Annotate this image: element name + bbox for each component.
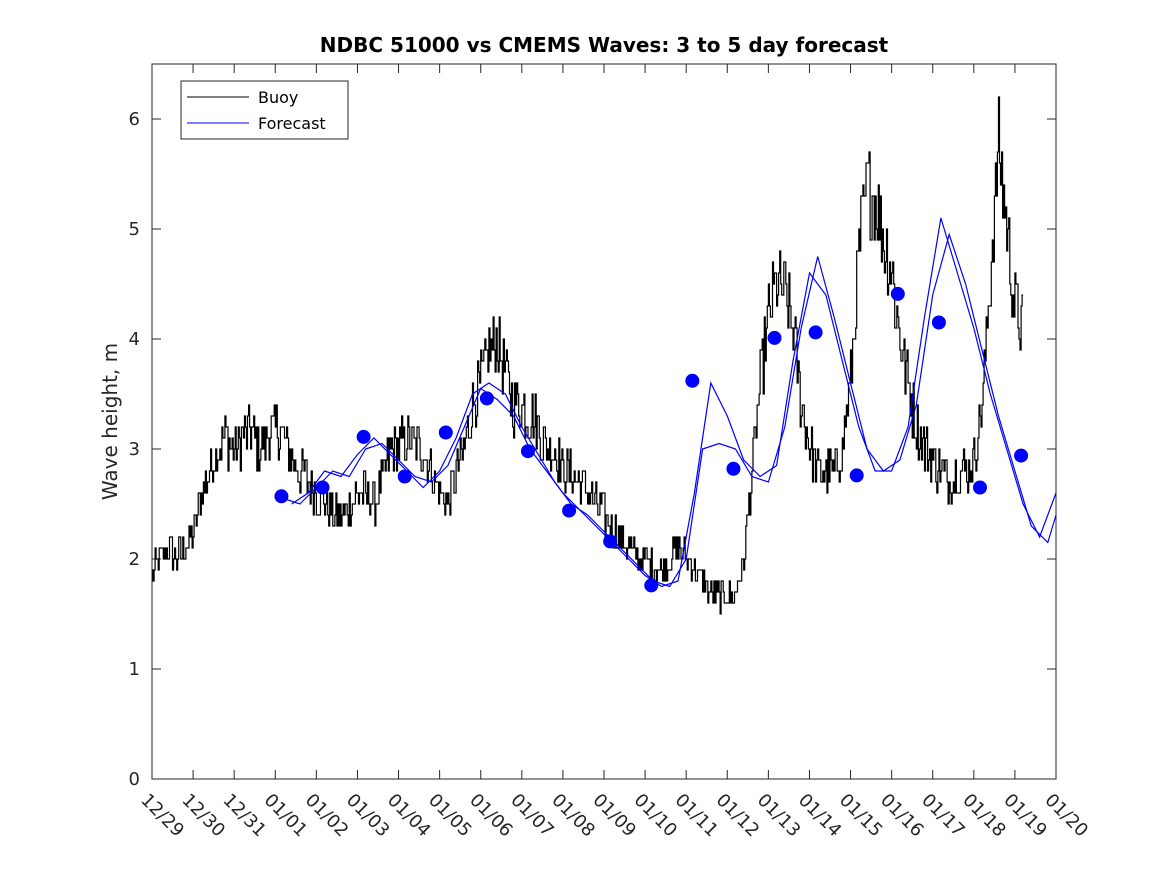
x-tick-label: 12/30 <box>178 790 230 842</box>
forecast-marker <box>767 330 782 345</box>
y-tick-label: 0 <box>129 769 140 790</box>
forecast-marker <box>890 286 905 301</box>
plot-area <box>151 63 1057 780</box>
forecast-marker <box>972 480 987 495</box>
forecast-marker <box>808 325 823 340</box>
series-line-1 <box>283 217 1057 588</box>
forecast-marker <box>274 489 289 504</box>
x-tick-label: 01/15 <box>835 790 887 842</box>
forecast-marker <box>685 373 700 388</box>
x-tick-label: 01/16 <box>876 790 928 842</box>
series-line-2 <box>291 232 1057 588</box>
x-tick-label: 01/10 <box>630 790 682 842</box>
x-tick-label: 12/31 <box>219 790 271 842</box>
x-tick-label: 01/18 <box>958 790 1010 842</box>
x-tick-label: 01/17 <box>917 790 969 842</box>
forecast-marker <box>438 425 453 440</box>
x-tick-label: 01/11 <box>671 790 723 842</box>
y-tick-label: 5 <box>129 219 140 240</box>
y-tick-label: 6 <box>129 109 140 130</box>
forecast-marker <box>931 315 946 330</box>
x-tick-label: 12/29 <box>136 790 188 842</box>
x-tick-label: 01/03 <box>342 790 394 842</box>
x-tick-label: 01/06 <box>465 790 517 842</box>
x-tick-label: 01/04 <box>383 790 435 842</box>
x-tick-label: 01/13 <box>753 790 805 842</box>
forecast-marker <box>1014 448 1029 463</box>
x-tick-label: 01/05 <box>424 790 476 842</box>
x-tick-label: 01/01 <box>260 790 312 842</box>
legend-label-buoy: Buoy <box>258 88 298 107</box>
legend-label-forecast: Forecast <box>258 114 326 133</box>
forecast-marker <box>479 391 494 406</box>
x-tick-label: 01/02 <box>301 790 353 842</box>
forecast-marker <box>644 578 659 593</box>
chart-title: NDBC 51000 vs CMEMS Waves: 3 to 5 day fo… <box>320 33 889 57</box>
series-line-0 <box>152 96 1024 615</box>
legend: Buoy Forecast <box>180 80 349 140</box>
y-tick-label: 1 <box>129 659 140 680</box>
forecast-marker <box>603 534 618 549</box>
y-tick-label: 3 <box>129 439 140 460</box>
y-tick-label: 2 <box>129 549 140 570</box>
x-tick-label: 01/08 <box>547 790 599 842</box>
forecast-marker <box>562 503 577 518</box>
x-tick-label: 01/14 <box>794 790 846 842</box>
forecast-marker <box>397 469 412 484</box>
forecast-marker <box>520 444 535 459</box>
forecast-marker <box>315 480 330 495</box>
series-layer <box>152 96 1057 615</box>
forecast-marker <box>849 468 864 483</box>
forecast-marker <box>356 429 371 444</box>
x-tick-label: 01/07 <box>506 790 558 842</box>
x-tick-label: 01/09 <box>588 790 640 842</box>
x-tick-label: 01/12 <box>712 790 764 842</box>
y-tick-label: 4 <box>129 329 140 350</box>
x-tick-label: 01/19 <box>999 790 1051 842</box>
forecast-marker <box>726 461 741 476</box>
x-tick-label: 01/20 <box>1040 790 1092 842</box>
legend-box <box>180 80 349 140</box>
y-axis-label: Wave height, m <box>98 343 122 500</box>
